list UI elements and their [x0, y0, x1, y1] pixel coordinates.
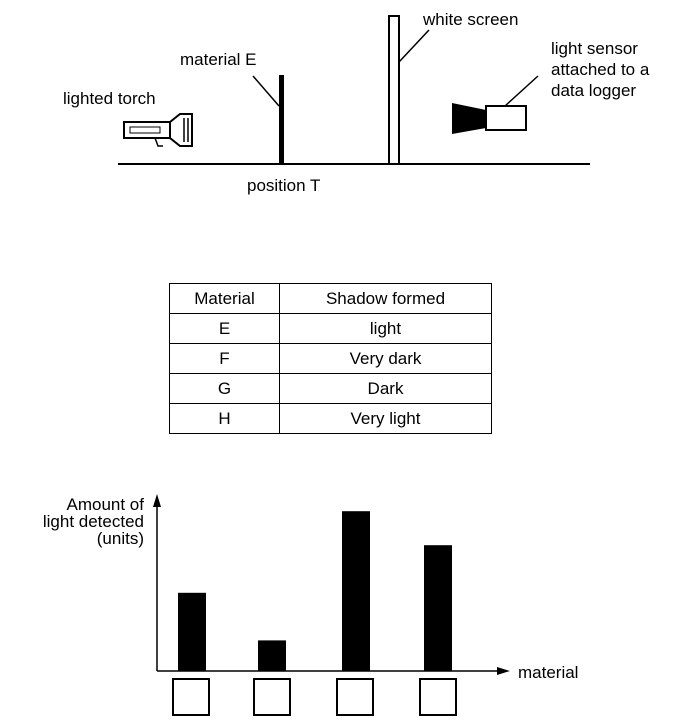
y-axis-arrow-icon	[153, 494, 161, 507]
material-e-pointer	[252, 75, 280, 107]
light-sensor-icon	[452, 103, 527, 134]
shadow-table: Material Shadow formed E light F Very da…	[169, 283, 492, 434]
bar-4	[424, 545, 452, 671]
screen-label: white screen	[423, 10, 519, 29]
bar-3	[342, 511, 370, 671]
table-cell-shadow: Very dark	[279, 343, 492, 374]
table-cell-material: F	[169, 343, 280, 374]
position-label: position T	[247, 176, 321, 195]
bar-1	[178, 592, 206, 671]
torch-icon	[123, 113, 193, 147]
bar-group	[178, 511, 452, 671]
table-cell-shadow: Very light	[279, 403, 492, 434]
material-label: material E	[180, 50, 257, 69]
table-cell-shadow: Dark	[279, 373, 492, 404]
table-row: F Very dark	[169, 343, 492, 374]
x-axis-arrow-icon	[497, 667, 510, 675]
y-axis-label-line-3: (units)	[96, 529, 144, 548]
sensor-label-line-2: attached to a	[551, 60, 650, 79]
light-sensor-pointer	[504, 75, 539, 107]
answer-box-1[interactable]	[172, 678, 210, 716]
material-e-bar	[279, 75, 284, 164]
torch-label: lighted torch	[63, 89, 156, 108]
table-cell-material: H	[169, 403, 280, 434]
answer-box-2[interactable]	[253, 678, 291, 716]
white-screen	[388, 15, 400, 165]
table-row: H Very light	[169, 403, 492, 434]
answer-box-4[interactable]	[419, 678, 457, 716]
x-axis-label: material	[518, 663, 579, 682]
table-header-material: Material	[169, 283, 280, 314]
sensor-label-line-3: data logger	[551, 81, 637, 100]
bar-2	[258, 640, 286, 671]
white-screen-pointer	[398, 29, 430, 63]
y-axis-label-line-1: Amount of	[66, 495, 145, 514]
table-cell-shadow: light	[279, 313, 492, 344]
answer-box-3[interactable]	[336, 678, 374, 716]
sensor-label-line-1: light sensor	[551, 39, 638, 58]
y-axis-label-line-2: light detected	[42, 512, 144, 531]
